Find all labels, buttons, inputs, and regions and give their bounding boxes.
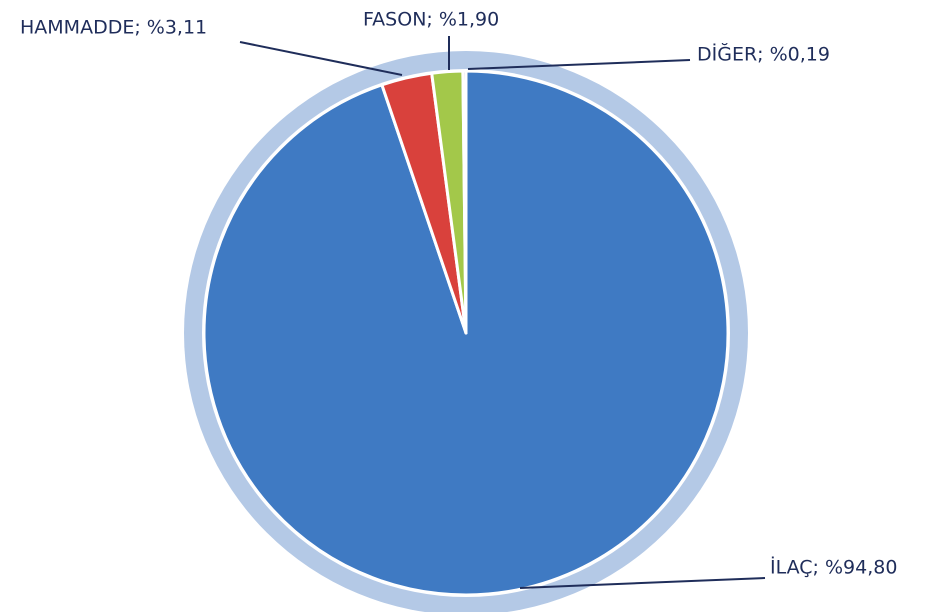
slice-label: DİĞER; %0,19 <box>697 42 830 66</box>
pie-slice <box>461 69 468 335</box>
slice-label: İLAÇ; %94,80 <box>770 556 897 579</box>
slices <box>202 69 730 597</box>
leader-line <box>467 59 691 70</box>
slice-label: FASON; %1,90 <box>363 9 499 31</box>
slice-label: HAMMADDE; %3,11 <box>20 17 207 39</box>
leader-line <box>519 577 766 589</box>
leader-line <box>239 41 403 76</box>
